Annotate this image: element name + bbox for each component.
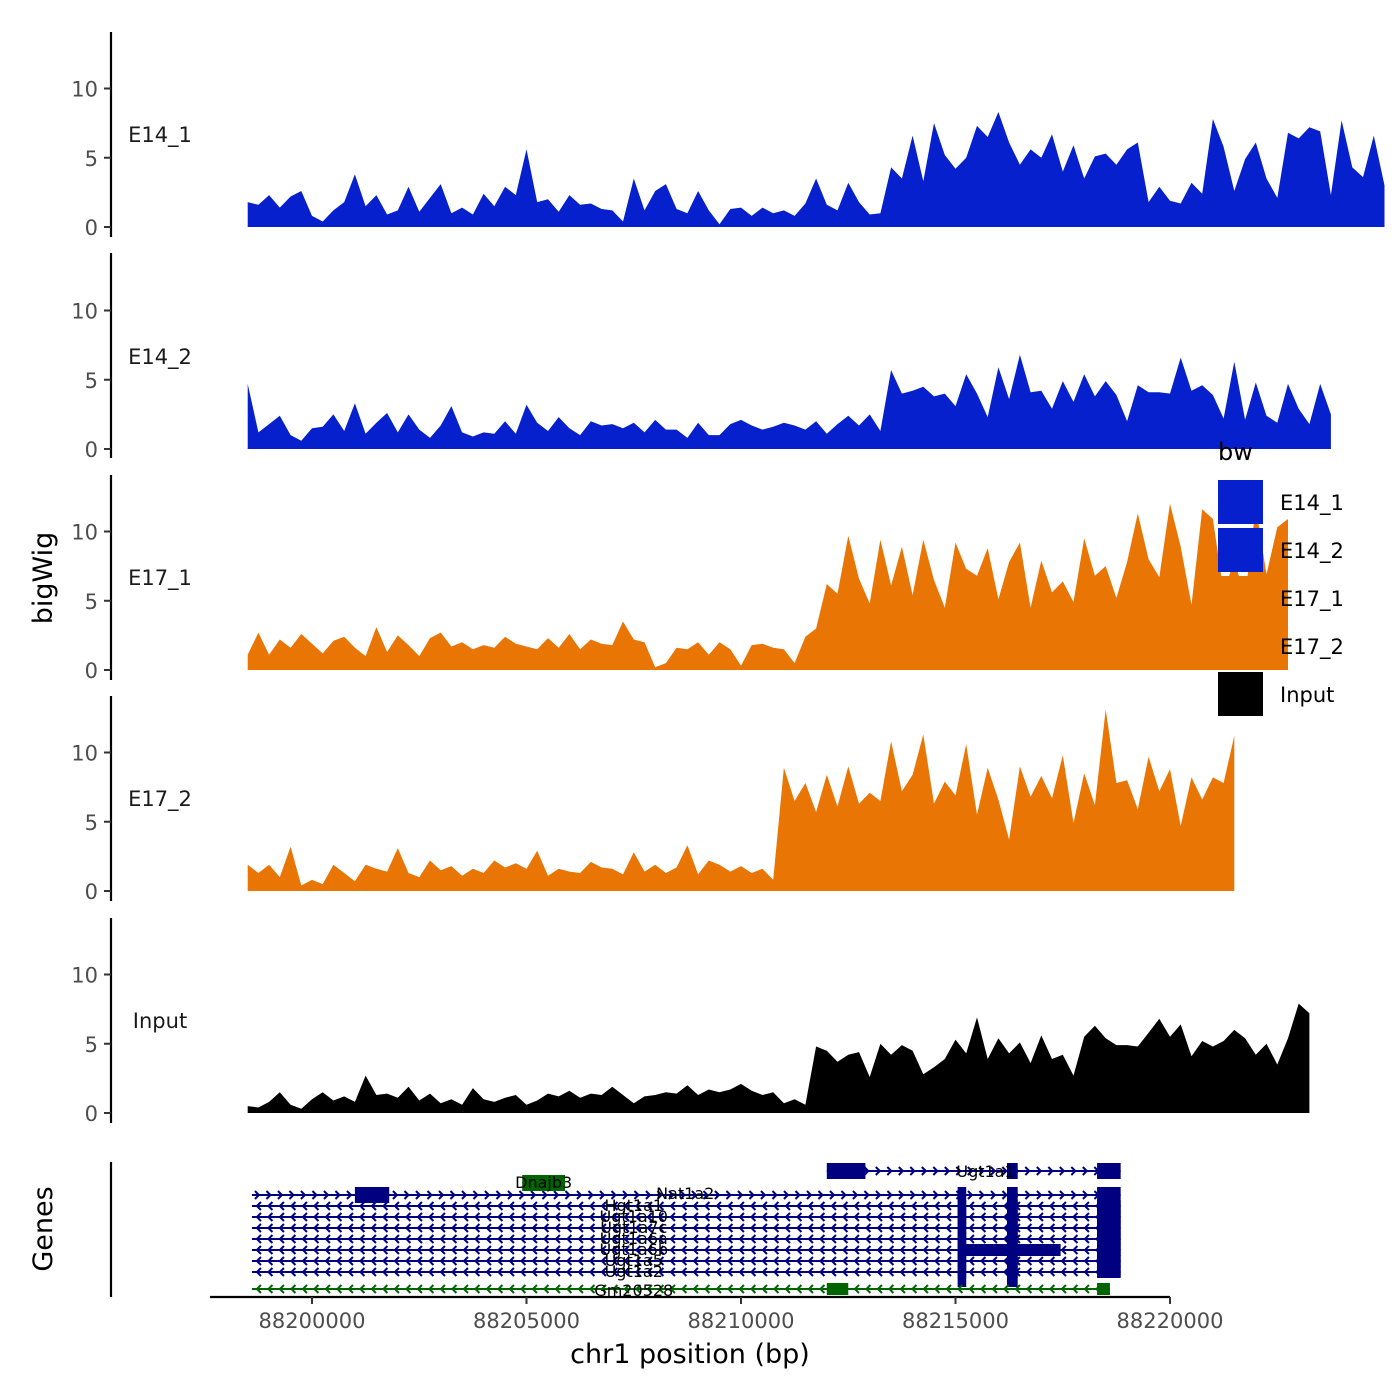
y-tick-label: 10: [71, 521, 98, 545]
gene-transcript: [251, 1187, 1121, 1203]
genes-track: Ugt1a1Dnajb3Nat1a2Hgt1a1Ugt1a10Ugt1a7cUg…: [109, 1162, 1121, 1300]
panel-label: Input: [133, 1009, 187, 1033]
series-area-E14_1: [247, 112, 1385, 227]
gene-label-top: Ugt1a1: [956, 1162, 1014, 1181]
y-tick-label: 5: [85, 1033, 98, 1057]
y-tick-label: 0: [85, 216, 98, 240]
gene-exon: [826, 1283, 849, 1295]
strand-chevrons: [254, 1190, 1112, 1200]
gene-label-transcript: Ugt1a6a: [600, 1229, 668, 1248]
y-tick-label: 10: [71, 78, 98, 102]
x-tick-label: 88200000: [259, 1309, 366, 1333]
series-area-E14_2: [247, 354, 1331, 449]
gene-transcript: [251, 1233, 1121, 1245]
y-tick-label: 10: [71, 964, 98, 988]
legend-label: E17_1: [1280, 587, 1344, 612]
x-tick-label: 88210000: [688, 1309, 795, 1333]
panel-E17_2: 0 5 10 E17_2: [71, 696, 1235, 904]
panel-label: E17_2: [128, 787, 192, 812]
x-tick-label: 88205000: [473, 1309, 580, 1333]
legend-label: E14_1: [1280, 491, 1344, 516]
y-axis-title: bigWig: [28, 532, 59, 625]
y-tick-label: 0: [85, 438, 98, 462]
gene-transcript: [251, 1255, 1121, 1267]
gene-transcript: [251, 1244, 1121, 1256]
gene-label-transcript: Ugt1a10: [600, 1207, 668, 1226]
gene-top: [826, 1163, 1121, 1179]
gene-label-transcript: Ugt1a2: [605, 1262, 663, 1281]
strand-chevrons: [255, 1284, 1102, 1294]
gene-exon: [826, 1163, 866, 1179]
legend-swatch: [1218, 576, 1263, 620]
gene-gm20528: [251, 1283, 1110, 1295]
x-axis: 88200000 88205000 88210000 88215000 88220000: [210, 1295, 1224, 1333]
legend-swatch: [1218, 672, 1263, 716]
gene-exon: [1006, 1163, 1018, 1179]
gene-exon-stack: [1097, 1187, 1121, 1277]
panel-E14_1: 0 5 10 E14_1: [71, 32, 1385, 240]
y-tick-label: 0: [85, 880, 98, 904]
x-axis-title: chr1 position (bp): [570, 1339, 810, 1370]
bigwig-panels: 0 5 10 E14_1 0 5 10 E14_2 0 5 10 E17_1 0 5 10 E17_2 0 5 10…: [71, 32, 1385, 1126]
gene-label-transcript: Hgt1a1: [604, 1196, 663, 1215]
panel-E14_2: 0 5 10 E14_2: [71, 253, 1331, 462]
y-tick-label: 10: [71, 300, 98, 324]
y-tick-label: 5: [85, 590, 98, 614]
legend-label: E17_2: [1280, 635, 1344, 660]
gene-exon: [522, 1175, 566, 1191]
series-area-E17_2: [247, 709, 1235, 891]
genes-axis-title: Genes: [28, 1186, 59, 1271]
y-tick-label: 10: [71, 742, 98, 766]
panel-E17_1: 0 5 10 E17_1: [71, 475, 1289, 683]
gene-transcript: [251, 1222, 1121, 1234]
gene-transcript: [251, 1211, 1121, 1223]
legend-swatch: [1218, 480, 1263, 524]
gene-label-transcript: Ugt1a6b: [600, 1240, 668, 1259]
legend-swatch: [1218, 624, 1263, 668]
y-tick-label: 5: [85, 147, 98, 171]
panel-Input: 0 5 10 Input: [71, 918, 1310, 1126]
legend-label: Input: [1280, 683, 1334, 707]
y-tick-label: 5: [85, 811, 98, 835]
panel-label: E14_2: [128, 345, 192, 370]
gene-exon: [354, 1187, 390, 1203]
legend-swatch: [1218, 528, 1263, 572]
y-tick-label: 5: [85, 369, 98, 393]
gene-label-transcript: Nat1a2: [656, 1184, 714, 1203]
y-tick-label: 0: [85, 659, 98, 683]
gene-exon: [1097, 1283, 1110, 1295]
y-tick-label: 0: [85, 1102, 98, 1126]
series-area-E17_1: [247, 503, 1289, 670]
panel-label: E17_1: [128, 566, 192, 591]
gene-dnajb3: [522, 1175, 566, 1191]
x-tick-label: 88215000: [902, 1309, 1009, 1333]
gene-exon-stack: [957, 1187, 967, 1287]
x-tick-label: 88220000: [1117, 1309, 1224, 1333]
gene-exon: [1097, 1163, 1121, 1179]
legend: bw E14_1 E14_2 E17_1 E17_2 Input: [1218, 438, 1344, 716]
gene-label-transcript: Ugt1a5: [605, 1251, 663, 1270]
legend-label: E14_2: [1280, 539, 1344, 564]
panel-label: E14_1: [128, 123, 192, 148]
legend-title: bw: [1218, 438, 1253, 466]
gene-exon-stack: [1006, 1187, 1018, 1287]
gene-label-dnajb3: Dnajb3: [515, 1173, 572, 1192]
gene-label-transcript: Ugt1a7c: [600, 1218, 667, 1237]
gene-transcript: [251, 1266, 1121, 1278]
gene-label-gm20528: Gm20528: [594, 1281, 673, 1300]
series-area-Input: [247, 1003, 1310, 1113]
